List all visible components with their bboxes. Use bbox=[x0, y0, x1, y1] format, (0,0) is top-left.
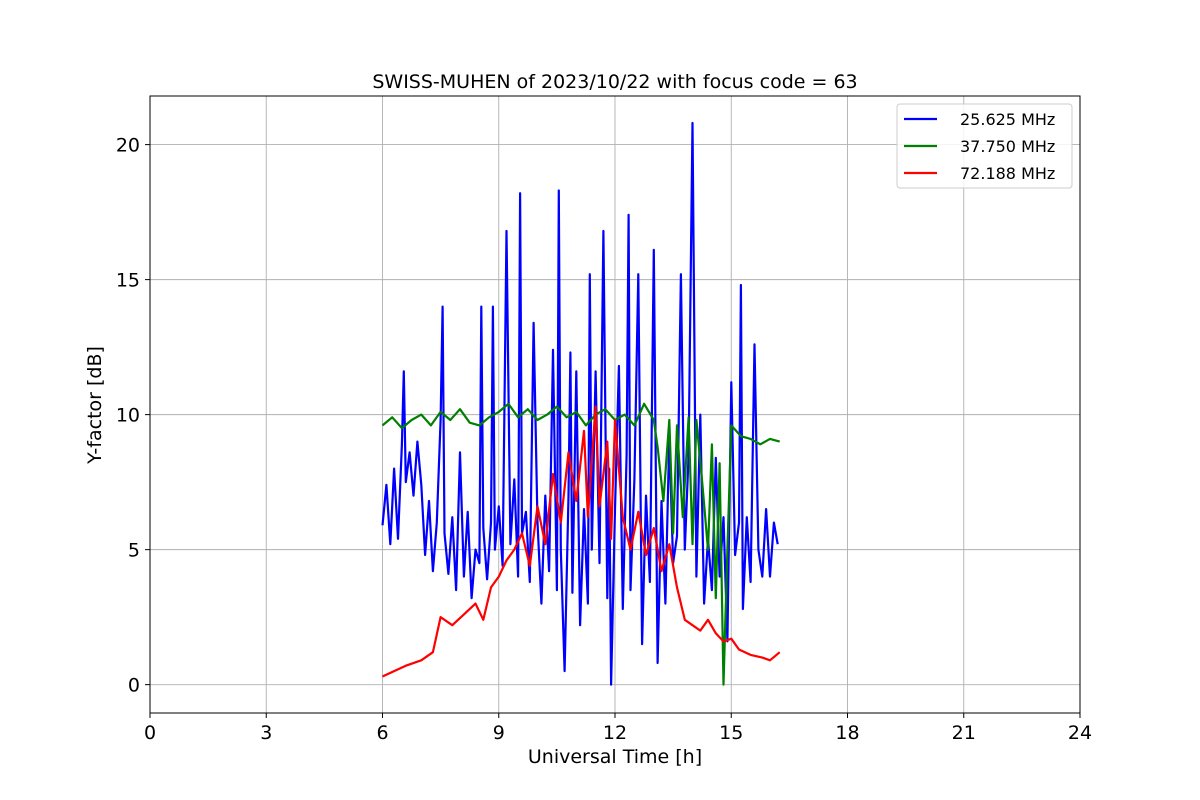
x-axis-label: Universal Time [h] bbox=[528, 746, 702, 768]
y-tick-label: 10 bbox=[116, 405, 140, 427]
x-tick-label: 0 bbox=[144, 722, 156, 744]
series-line-2 bbox=[381, 402, 780, 686]
legend-label: 37.750 MHz bbox=[960, 137, 1055, 156]
y-tick-label: 5 bbox=[128, 540, 140, 562]
legend-label: 72.188 MHz bbox=[960, 164, 1055, 183]
x-tick-label: 15 bbox=[719, 722, 743, 744]
x-tick-label: 12 bbox=[603, 722, 627, 744]
x-tick-label: 24 bbox=[1068, 722, 1092, 744]
x-tick-label: 9 bbox=[493, 722, 505, 744]
series-line-3 bbox=[382, 405, 781, 678]
y-axis-label: Y-factor [dB] bbox=[84, 346, 106, 465]
legend: 25.625 MHz 37.750 MHz 72.188 MHz bbox=[896, 103, 1073, 189]
y-tick-label: 0 bbox=[128, 675, 140, 697]
chart-title: SWISS-MUHEN of 2023/10/22 with focus cod… bbox=[372, 71, 857, 93]
y-tick-label: 20 bbox=[116, 135, 140, 157]
series-layer bbox=[381, 121, 781, 686]
legend-box bbox=[896, 103, 1073, 189]
legend-label: 25.625 MHz bbox=[960, 110, 1055, 129]
axis-ticks: 0 3 6 9 12 15 18 21 24 0 5 10 15 20 bbox=[116, 135, 1092, 744]
x-tick-label: 21 bbox=[952, 722, 976, 744]
x-tick-label: 6 bbox=[376, 722, 388, 744]
x-tick-label: 3 bbox=[260, 722, 272, 744]
x-tick-label: 18 bbox=[835, 722, 859, 744]
y-tick-label: 15 bbox=[116, 270, 140, 292]
